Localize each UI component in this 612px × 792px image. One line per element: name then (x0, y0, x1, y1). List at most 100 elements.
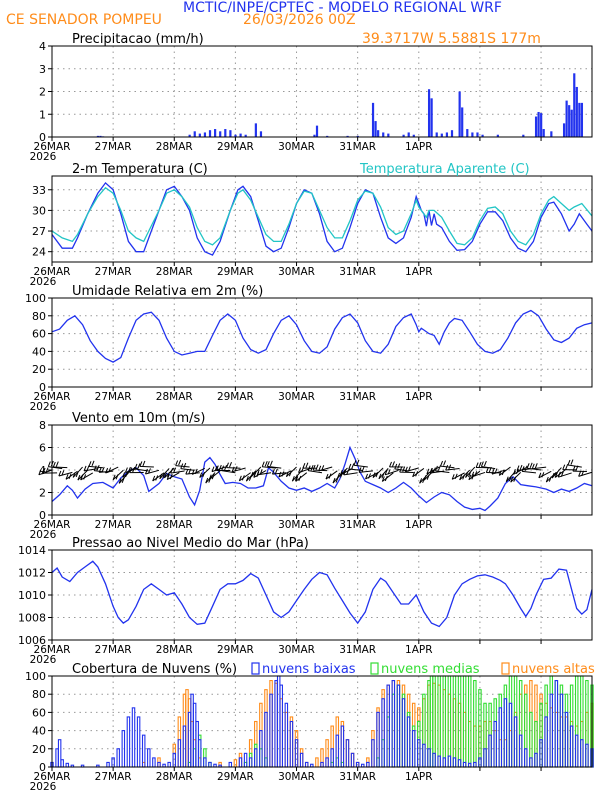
wind-barb (527, 467, 542, 471)
precip-bar (99, 135, 102, 137)
pres-panel (48, 549, 593, 644)
wind-barb-feather (253, 472, 257, 478)
precip-x-tick-label: 28MAR (156, 141, 193, 153)
wind-barb-feather (281, 471, 285, 477)
cloud-bar-nuvens-baixas (371, 739, 375, 768)
precip-bar (382, 132, 385, 137)
wind-barb-feather (112, 474, 116, 480)
wind-barb-feather (513, 476, 517, 482)
precip-x-tick-label: 1APR (405, 141, 433, 153)
wind-barb (80, 472, 94, 481)
wind-barb-feather (434, 465, 438, 472)
cloud-legend-nuvens-altas: nuvens altas (512, 662, 595, 677)
cloud-bar-nuvens-baixas (106, 761, 110, 768)
wind-barb-feather (565, 463, 569, 470)
wind-barb (384, 469, 399, 476)
wind-barb-feather (229, 461, 232, 468)
precip-bar (570, 109, 573, 137)
rh-x-tick-label: 27MAR (95, 391, 132, 403)
cloud-legend-swatch (251, 662, 260, 675)
wind-barb-feather (415, 471, 419, 477)
cloud-bar-nuvens-baixas (350, 752, 355, 768)
wind-barb-feather (88, 461, 92, 467)
cloud-legend-swatch (501, 662, 510, 675)
wind-barb (267, 465, 282, 469)
wind-barb-feather (259, 469, 263, 475)
precip-bar (458, 91, 461, 137)
wind-barb-feather (515, 468, 519, 474)
cloud-bar-nuvens-baixas (299, 752, 304, 768)
wind-barb-feather (75, 471, 79, 478)
pres-x-tick-label: 31MAR (339, 644, 376, 656)
wind-barb-feather (443, 460, 447, 466)
wind-barb (538, 470, 552, 479)
wind-barb-feather (169, 473, 173, 480)
precip-bar (407, 132, 410, 137)
cloud-bar-nuvens-baixas (401, 698, 406, 768)
wind-barb-feather (166, 472, 170, 478)
cloud-bar-nuvens-baixas (330, 748, 334, 768)
wind-barb (139, 465, 154, 468)
wind-barb-feather (180, 463, 184, 469)
wind-barb-feather (534, 463, 538, 469)
cloud-bar-nuvens-baixas (524, 748, 528, 768)
rh-x-tick-label: 29MAR (217, 391, 254, 403)
cloud-bar-nuvens-medias (447, 675, 452, 768)
wind-barb-feather (548, 476, 552, 482)
wind-barb (318, 466, 333, 472)
cloud-bar-nuvens-baixas (345, 739, 350, 768)
wind-barb (105, 466, 119, 474)
wind-barb-feather (185, 468, 189, 475)
precip-y-tick-label: 1 (39, 108, 46, 121)
cloud-bar-nuvens-baixas (376, 711, 380, 768)
wind-barb-feather (305, 462, 309, 468)
wind-barb-feather (188, 468, 192, 474)
cloud-bar-nuvens-baixas (243, 752, 248, 768)
wind-barb-feather (419, 478, 423, 484)
wind-barb-feather (175, 460, 179, 466)
cloud-bar-nuvens-baixas (340, 725, 345, 768)
wind-barb-feather (221, 465, 225, 471)
cloud-bar-nuvens-baixas (131, 707, 136, 768)
wind-barb (152, 472, 165, 482)
wind-y-tick-label: 4 (39, 464, 46, 477)
precip-bar (224, 129, 227, 137)
wind-barb-feather (429, 467, 433, 474)
header-run-time: 26/03/2026 00Z (243, 12, 356, 28)
wind-barb-feather (271, 468, 275, 475)
clouds-x-tick-label: 30MAR (278, 771, 315, 783)
cloud-bar-nuvens-baixas (498, 707, 503, 768)
wind-barb-feather (381, 476, 385, 482)
cloud-bar-nuvens-altas (233, 759, 238, 768)
wind-barb-feather (139, 461, 143, 467)
cloud-bar-nuvens-medias (462, 675, 467, 768)
cloud-bar-nuvens-baixas (157, 761, 161, 768)
wind-barb-feather (256, 469, 260, 476)
wind-barb (125, 467, 139, 473)
temp-y-tick-label: 33 (32, 184, 46, 197)
wind-barb-feather (52, 461, 56, 468)
wind-barb-feather (578, 471, 582, 477)
wind-barb-feather (551, 472, 555, 479)
wind-barb-feather (155, 475, 159, 481)
wind-barb-feather (505, 476, 509, 482)
cloud-bar-nuvens-baixas (182, 725, 187, 768)
wind-barb (231, 467, 246, 473)
wind-barb-feather (321, 465, 325, 471)
precip-bar (234, 134, 237, 137)
wind-barb-feather (211, 473, 215, 480)
temp-x-year-label: 2026 (30, 276, 57, 288)
wind-barb-feather (445, 464, 449, 471)
wind-barb-feather (118, 478, 122, 484)
cloud-legend-nuvens-baixas: nuvens baixas (262, 662, 356, 677)
precip-bar (440, 133, 443, 137)
wind-barb-feather (567, 459, 571, 466)
wind-x-tick-label: 29MAR (217, 519, 254, 531)
cloud-bar-nuvens-baixas (467, 762, 472, 768)
cloud-bar-nuvens-baixas (406, 716, 411, 768)
pres-line-pressao (51, 560, 593, 628)
wind-barb-feather (285, 471, 289, 477)
cloud-bar-nuvens-baixas (447, 755, 452, 768)
wind-barb-feather (399, 466, 403, 473)
wind-barb-feather (241, 475, 245, 481)
